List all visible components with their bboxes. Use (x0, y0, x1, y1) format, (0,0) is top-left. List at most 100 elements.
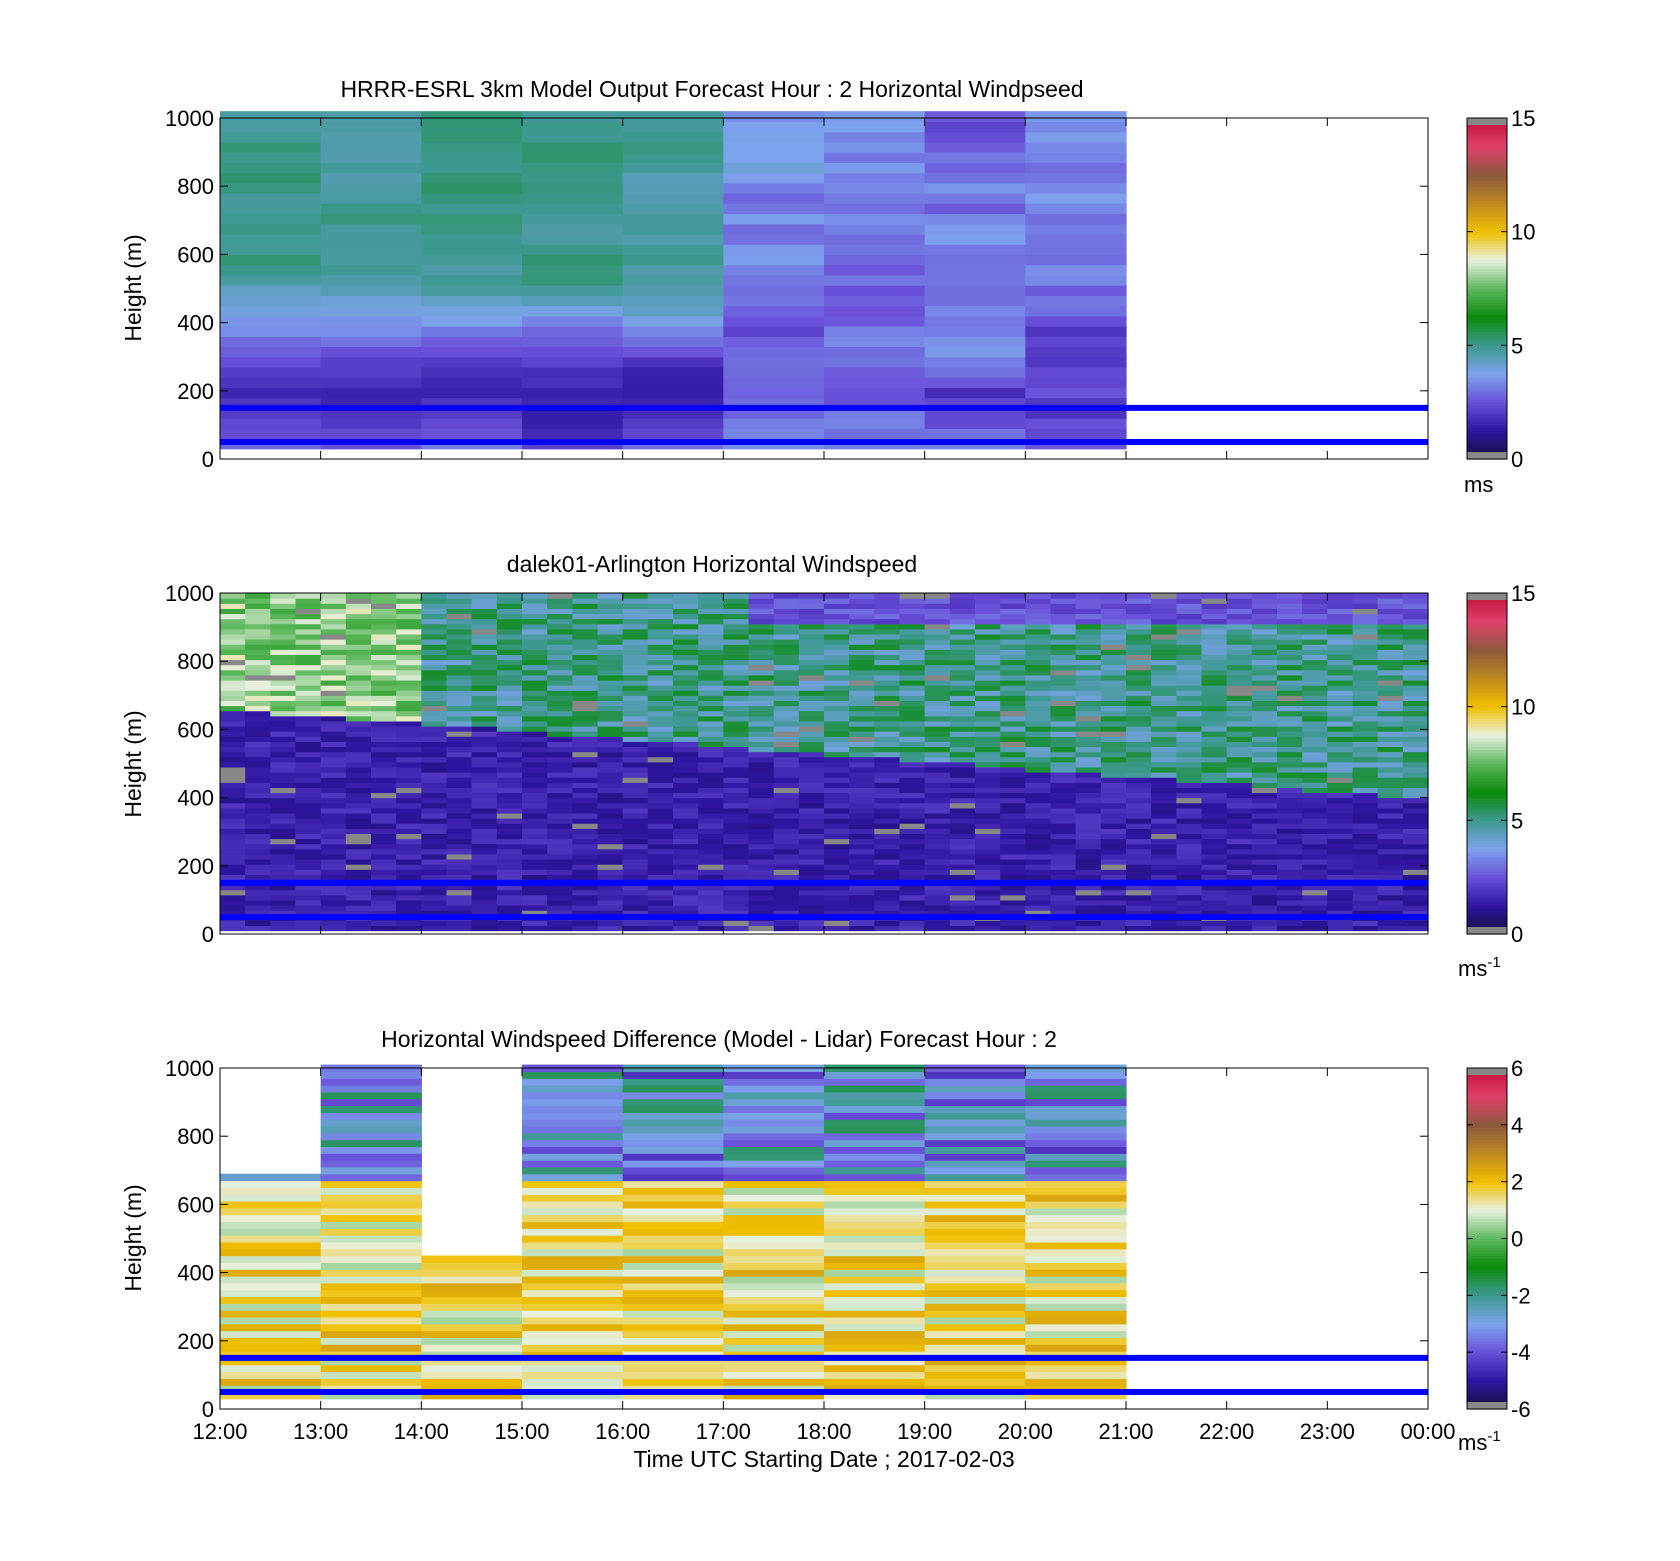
heatmap-cell (421, 356, 523, 368)
heatmap-cell (899, 833, 926, 840)
heatmap-cell (622, 356, 724, 368)
heatmap-cell (320, 1303, 422, 1311)
colorbar-segment (1467, 129, 1507, 133)
heatmap-cell (975, 925, 1001, 932)
heatmap-cell (647, 766, 674, 773)
colorbar-segment (1467, 1110, 1507, 1115)
heatmap-cell (975, 746, 1001, 753)
heatmap-cell (622, 1180, 724, 1188)
heatmap-cell (245, 715, 271, 722)
heatmap-cell (622, 1296, 724, 1304)
colorbar-segment (1467, 1394, 1507, 1399)
heatmap-cell (1226, 669, 1253, 676)
heatmap-cell (345, 884, 372, 891)
heatmap-cell (320, 203, 422, 215)
heatmap-cell (1100, 654, 1127, 661)
heatmap-cell (446, 782, 473, 788)
heatmap-cell (899, 669, 926, 676)
heatmap-cell (1126, 843, 1152, 850)
heatmap-cell (949, 598, 976, 604)
heatmap-cell (1025, 1221, 1127, 1229)
heatmap-cell (1050, 633, 1077, 640)
heatmap-cell (220, 141, 322, 153)
heatmap-cell (421, 843, 448, 850)
heatmap-cell (748, 761, 775, 768)
heatmap-cell (1352, 756, 1379, 763)
heatmap-cell (723, 223, 825, 235)
heatmap-cell (371, 603, 397, 609)
colorbar-segment (1467, 1173, 1507, 1177)
heatmap-cell (396, 654, 422, 661)
heatmap-cell (723, 377, 825, 388)
heatmap-cell (874, 649, 901, 655)
heatmap-cell (371, 802, 397, 809)
heatmap-cell (698, 858, 724, 865)
heatmap-cell (849, 731, 875, 737)
heatmap-cell (220, 756, 246, 763)
heatmap-cell (270, 644, 297, 650)
heatmap-cell (1025, 751, 1052, 758)
heatmap-cell (270, 838, 297, 845)
heatmap-cell (270, 843, 297, 850)
heatmap-cell (446, 633, 473, 640)
heatmap-cell (547, 633, 573, 640)
heatmap-cell (371, 608, 397, 615)
heatmap-cell (698, 869, 724, 875)
heatmap-cell (1050, 802, 1077, 809)
heatmap-cell (371, 858, 397, 865)
heatmap-cell (345, 695, 372, 702)
heatmap-cell (547, 654, 573, 661)
heatmap-cell (975, 838, 1001, 845)
heatmap-cell (1025, 1385, 1127, 1393)
heatmap-cell (446, 710, 473, 717)
colorbar-segment (1467, 1397, 1507, 1402)
heatmap-cell (421, 397, 523, 409)
heatmap-cell (949, 736, 976, 742)
heatmap-cell (1251, 792, 1278, 799)
heatmap-cell (698, 884, 724, 891)
heatmap-cell (698, 720, 724, 727)
heatmap-cell (622, 1112, 724, 1120)
heatmap-cell (723, 1091, 825, 1100)
heatmap-cell (849, 899, 875, 906)
heatmap-cell (1377, 690, 1404, 696)
heatmap-cell (698, 649, 724, 655)
heatmap-cell (1025, 1166, 1127, 1175)
heatmap-cell (1075, 731, 1102, 737)
heatmap-cell (698, 618, 724, 625)
heatmap-cell (824, 746, 850, 753)
heatmap-cell (824, 899, 850, 906)
heatmap-cell (748, 787, 775, 794)
heatmap-cell (723, 1119, 825, 1127)
heatmap-cell (1075, 838, 1102, 845)
heatmap-cell (1151, 894, 1177, 901)
heatmap-cell (924, 1098, 1026, 1107)
heatmap-cell (320, 1221, 422, 1229)
heatmap-cell (547, 802, 573, 809)
heatmap-cell (421, 894, 448, 901)
heatmap-cell (1000, 695, 1026, 702)
heatmap-cell (396, 741, 422, 748)
heatmap-cell (1151, 705, 1177, 712)
heatmap-cell (622, 336, 724, 348)
heatmap-cell (522, 1323, 624, 1332)
heatmap-cell (1025, 899, 1052, 906)
colorbar-segment (1467, 865, 1507, 870)
heatmap-cell (723, 121, 825, 133)
colorbar-unit: ms-1 (1458, 1428, 1501, 1455)
heatmap-cell (1327, 690, 1354, 696)
heatmap-cell (295, 884, 322, 891)
heatmap-cell (572, 766, 599, 773)
heatmap-cell (1151, 598, 1177, 604)
heatmap-cell (748, 674, 775, 681)
colorbar-segment (1467, 1127, 1507, 1132)
colorbar-segment (1467, 1318, 1507, 1322)
heatmap-cell (1251, 812, 1278, 819)
heatmap-cell (824, 1241, 926, 1250)
heatmap-cell (1025, 838, 1052, 845)
heatmap-cell (597, 608, 624, 615)
heatmap-cell (1226, 736, 1253, 742)
heatmap-cell (723, 285, 825, 296)
heatmap-cell (1025, 741, 1052, 748)
heatmap-cell (220, 828, 246, 835)
